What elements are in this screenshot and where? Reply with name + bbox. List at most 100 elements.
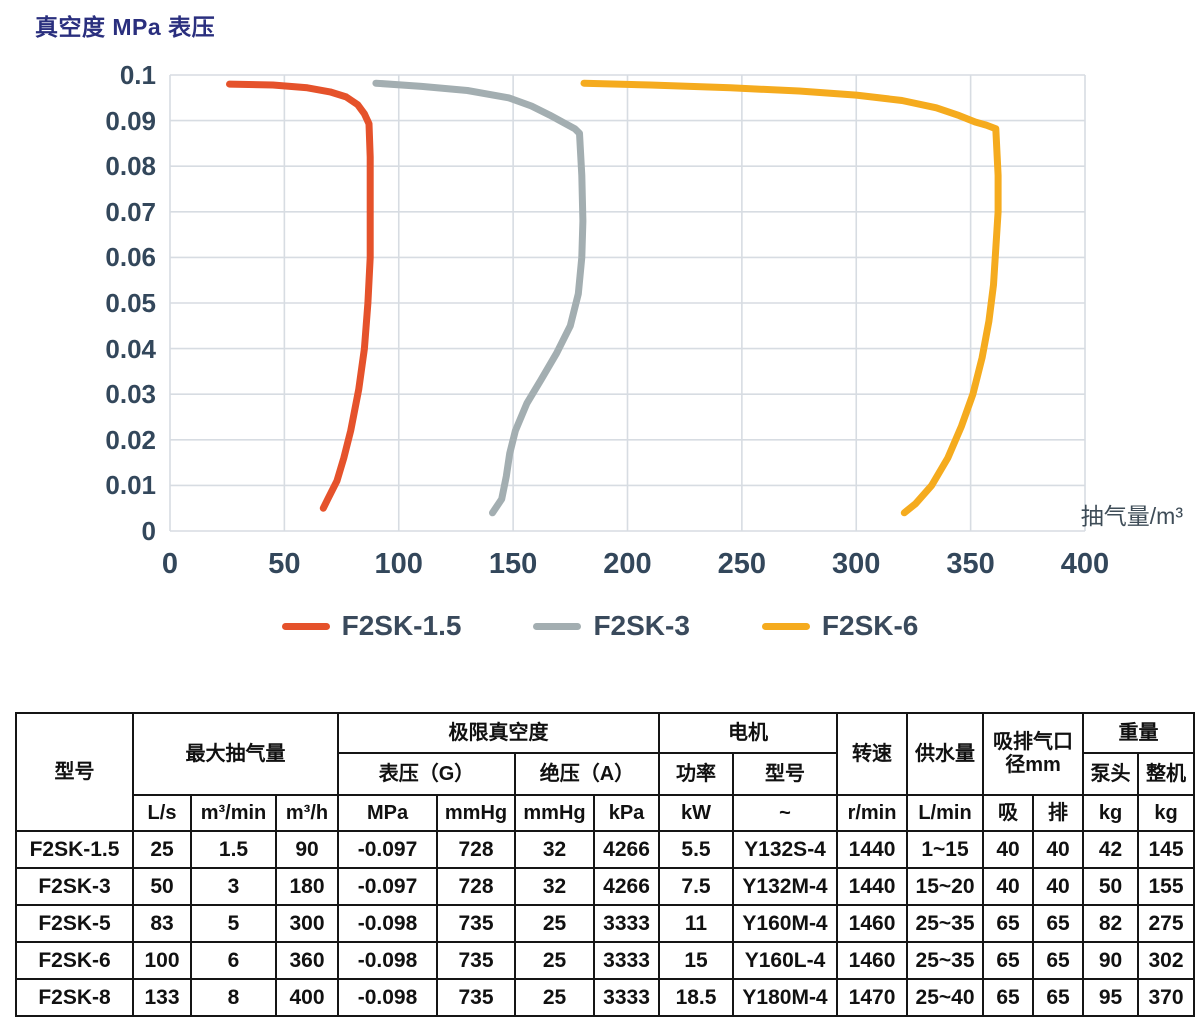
value-cell: 25 <box>132 830 192 869</box>
y-tick-label: 0.03 <box>105 379 156 410</box>
table-row: F2SK-6 100 6 360 -0.098 735 25 3333 15 Y160L-4 146… <box>15 941 1196 980</box>
unit-m3min: m³/min <box>190 794 277 832</box>
value-cell: 145 <box>1137 830 1196 869</box>
unit-kg-head: kg <box>1082 794 1140 832</box>
legend-item-F2SK-1.5: F2SK-1.5 <box>281 610 462 642</box>
header-motor-model: 型号 <box>732 752 839 796</box>
legend-label: F2SK-6 <box>821 610 919 641</box>
y-tick-label: 0.09 <box>105 105 156 136</box>
value-cell: 32 <box>514 830 596 869</box>
value-cell: 50 <box>1082 867 1140 906</box>
value-cell: 40 <box>1032 867 1085 906</box>
value-cell: 25~35 <box>906 941 985 980</box>
value-cell: 1.5 <box>190 830 277 869</box>
value-cell: 65 <box>982 904 1035 943</box>
value-cell: 25 <box>514 978 596 1017</box>
model-cell: F2SK-3 <box>15 867 134 906</box>
header-model: 型号 <box>15 712 134 832</box>
model-cell: F2SK-6 <box>15 941 134 980</box>
value-cell: 7.5 <box>658 867 735 906</box>
value-cell: 90 <box>274 830 340 869</box>
value-cell: 50 <box>132 867 192 906</box>
model-cell: F2SK-1.5 <box>15 830 134 869</box>
value-cell: 65 <box>1032 904 1085 943</box>
value-cell: 5 <box>190 904 277 943</box>
value-cell: 40 <box>1032 830 1085 869</box>
value-cell: 133 <box>132 978 192 1017</box>
value-cell: 18.5 <box>658 978 735 1017</box>
y-tick-label: 0.06 <box>105 242 156 273</box>
value-cell: 100 <box>132 941 192 980</box>
value-cell: 95 <box>1082 978 1140 1017</box>
value-cell: 735 <box>436 904 517 943</box>
series-line-F2SK-1.5 <box>226 80 374 512</box>
y-tick-label: 0.04 <box>105 333 156 364</box>
value-cell: 6 <box>190 941 277 980</box>
table-row: F2SK-5 83 5 300 -0.098 735 25 3333 11 Y160M-4 1460… <box>15 904 1196 943</box>
table-row: F2SK-1.5 25 1.5 90 -0.097 728 32 4266 5.5 Y132S-4… <box>15 830 1196 869</box>
header-ultimate-vacuum: 极限真空度 <box>337 712 661 754</box>
header-weight-pump-head: 泵头 <box>1082 752 1140 796</box>
value-cell: 83 <box>132 904 192 943</box>
header-gauge-pressure: 表压（G） <box>337 752 517 796</box>
value-cell: 42 <box>1082 830 1140 869</box>
x-tick-label: 50 <box>268 548 301 580</box>
value-cell: 728 <box>436 867 517 906</box>
legend-label: F2SK-1.5 <box>341 610 462 641</box>
header-ports: 吸排气口径mm <box>982 712 1085 796</box>
model-cell: F2SK-8 <box>15 978 134 1017</box>
unit-rmin: r/min <box>836 794 909 832</box>
value-cell: 3333 <box>593 904 661 943</box>
series-line-F2SK-3 <box>372 79 587 517</box>
y-tick-label: 0.1 <box>119 60 156 90</box>
value-cell: 155 <box>1137 867 1196 906</box>
x-tick-label: 250 <box>717 548 767 580</box>
pump-spec-table: 型号 最大抽气量 极限真空度 电机 转速 供水量 吸排气口径mm 重量 表压（G… <box>15 712 1196 1017</box>
header-water-supply: 供水量 <box>906 712 985 796</box>
value-cell: Y180M-4 <box>732 978 839 1017</box>
value-cell: 15~20 <box>906 867 985 906</box>
value-cell: 360 <box>274 941 340 980</box>
x-axis-unit-label: 抽气量/m³ <box>1080 503 1183 529</box>
value-cell: Y132M-4 <box>732 867 839 906</box>
value-cell: 1~15 <box>906 830 985 869</box>
value-cell: 370 <box>1137 978 1196 1017</box>
y-tick-label: 0.07 <box>105 196 156 227</box>
value-cell: 180 <box>274 867 340 906</box>
legend-swatch-icon <box>533 622 582 630</box>
value-cell: 1460 <box>836 941 909 980</box>
legend-swatch-icon <box>281 622 330 630</box>
model-cell: F2SK-5 <box>15 904 134 943</box>
value-cell: 302 <box>1137 941 1196 980</box>
value-cell: 90 <box>1082 941 1140 980</box>
legend-item-F2SK-3: F2SK-3 <box>533 610 690 642</box>
value-cell: 1470 <box>836 978 909 1017</box>
value-cell: Y160M-4 <box>732 904 839 943</box>
unit-mmhg-gauge: mmHg <box>436 794 517 832</box>
value-cell: 8 <box>190 978 277 1017</box>
value-cell: 40 <box>982 867 1035 906</box>
series-line-F2SK-6 <box>580 79 1002 517</box>
value-cell: 65 <box>1032 978 1085 1017</box>
value-cell: 1440 <box>836 867 909 906</box>
legend-label: F2SK-3 <box>593 610 690 641</box>
spec-table-header: 型号 最大抽气量 极限真空度 电机 转速 供水量 吸排气口径mm 重量 表压（G… <box>15 712 1196 832</box>
value-cell: -0.098 <box>337 904 439 943</box>
value-cell: -0.098 <box>337 978 439 1017</box>
unit-m3h: m³/h <box>274 794 340 832</box>
legend-swatch-icon <box>761 622 810 630</box>
value-cell: 25~35 <box>906 904 985 943</box>
legend-item-F2SK-6: F2SK-6 <box>761 610 919 642</box>
header-absolute-pressure: 绝压（A） <box>514 752 661 796</box>
value-cell: 65 <box>982 978 1035 1017</box>
unit-kw: kW <box>658 794 735 832</box>
unit-suction: 吸 <box>982 794 1035 832</box>
unit-lmin: L/min <box>906 794 985 832</box>
chart-title: 真空度 MPa 表压 <box>35 14 216 40</box>
x-tick-label: 200 <box>603 548 652 580</box>
unit-ls: L/s <box>132 794 192 832</box>
value-cell: 1460 <box>836 904 909 943</box>
value-cell: 735 <box>436 941 517 980</box>
value-cell: 25~40 <box>906 978 985 1017</box>
value-cell: 65 <box>982 941 1035 980</box>
